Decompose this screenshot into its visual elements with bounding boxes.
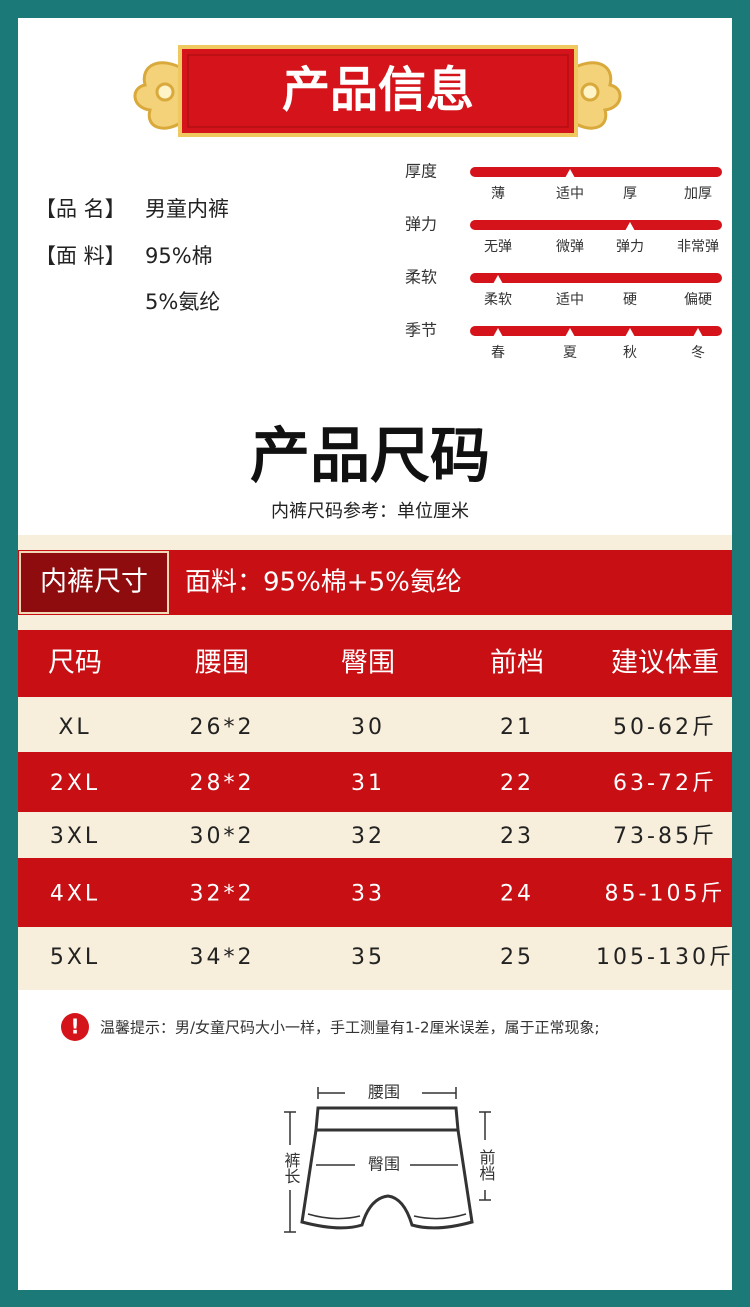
table-cell: 2XL [50,771,100,796]
attribute-option: 加厚 [684,186,712,202]
table-cell: 26*2 [190,715,255,740]
table-cell: 30*2 [190,824,255,849]
diagram-label: 臀围 [368,1155,400,1174]
banner-ornament-right [568,61,622,130]
info-value: 5%氨纶 [145,290,220,314]
table-cell: 50-62斤 [613,715,717,740]
attribute-marker [565,169,575,178]
table-cell: 63-72斤 [613,771,717,796]
attribute-option: 冬 [691,345,705,361]
table-cell: 24 [500,882,534,907]
table-cell: 73-85斤 [613,824,717,849]
attribute-option: 柔软 [484,292,512,308]
table-cell: 5XL [50,945,100,970]
table-cell: 32 [351,824,385,849]
table-label-box [19,551,169,614]
table-cell: 32*2 [190,882,255,907]
table-cell: 105-130斤 [596,945,734,970]
notice-icon-mark: ! [70,1015,79,1039]
size-title: 产品尺码 [250,422,490,492]
attribute-bar [470,167,722,177]
banner-inner-border [187,54,569,128]
table-label: 内裤尺寸 [40,567,148,598]
table-cell: 30 [351,715,385,740]
attribute-bar [470,326,722,336]
attribute-bar [470,220,722,230]
attribute-option: 秋 [623,345,637,361]
table-cell: 28*2 [190,771,255,796]
table-fabric: 面料：95%棉+5%氨纶 [185,568,462,598]
attribute-marker [565,328,575,337]
table-cell: 25 [500,945,534,970]
diagram-label-vertical: 裤长 [282,1152,301,1184]
attribute-option: 偏硬 [684,292,712,308]
banner [178,45,578,137]
notice-text: 温馨提示：男/女童尺码大小一样，手工测量有1-2厘米误差，属于正常现象; [100,1019,600,1037]
attribute-name: 柔软 [405,268,437,287]
attribute-option: 春 [491,345,505,361]
table-header-cell: 臀围 [341,648,395,679]
table-header-cell: 前档 [490,648,544,679]
notice-icon [61,1013,89,1041]
table-cell: 31 [351,771,385,796]
info-value: 男童内裤 [145,197,229,221]
table-header-cell: 腰围 [195,648,249,679]
table-cell: 34*2 [190,945,255,970]
attribute-option: 厚 [623,186,637,202]
table-cell: 21 [500,715,534,740]
table-cell: 4XL [50,882,100,907]
table-row [18,752,732,812]
attribute-option: 非常弹 [677,239,719,255]
info-value: 95%棉 [145,244,213,268]
table-cell: 33 [351,882,385,907]
attribute-marker [625,222,635,231]
table-header-cell: 尺码 [48,648,102,679]
attribute-option: 薄 [491,186,505,202]
attribute-bar [470,273,722,283]
attribute-marker [625,328,635,337]
attribute-name: 弹力 [405,215,437,234]
table-cell: 35 [351,945,385,970]
table-cell: 3XL [50,824,100,849]
attribute-name: 厚度 [405,162,437,181]
size-subtitle: 内裤尺码参考：单位厘米 [271,501,469,522]
table-cell: 85-105斤 [605,882,726,907]
table-cell: 22 [500,771,534,796]
banner-ornament-left [133,61,187,130]
table-header-cell: 建议体重 [611,648,719,679]
attribute-marker [493,275,503,284]
shorts-diagram [284,1087,491,1233]
table-row [18,858,732,927]
attribute-name: 季节 [405,321,437,340]
attribute-option: 夏 [563,345,577,361]
attribute-marker [693,328,703,337]
info-label: 【面 料】 [35,244,126,268]
table-header-row [18,630,732,697]
diagram-label: 腰围 [368,1083,400,1102]
attribute-option: 弹力 [616,239,644,255]
attribute-marker [493,328,503,337]
diagram-label-vertical: 前档 [477,1149,496,1181]
attribute-option: 适中 [556,292,584,308]
info-label: 【品 名】 [35,197,126,221]
attribute-option: 无弹 [484,239,512,255]
table-cell: XL [58,715,91,740]
table-cell: 23 [500,824,534,849]
attribute-option: 微弹 [556,239,584,255]
attribute-option: 硬 [623,292,637,308]
banner-title: 产品信息 [282,62,474,118]
attribute-option: 适中 [556,186,584,202]
